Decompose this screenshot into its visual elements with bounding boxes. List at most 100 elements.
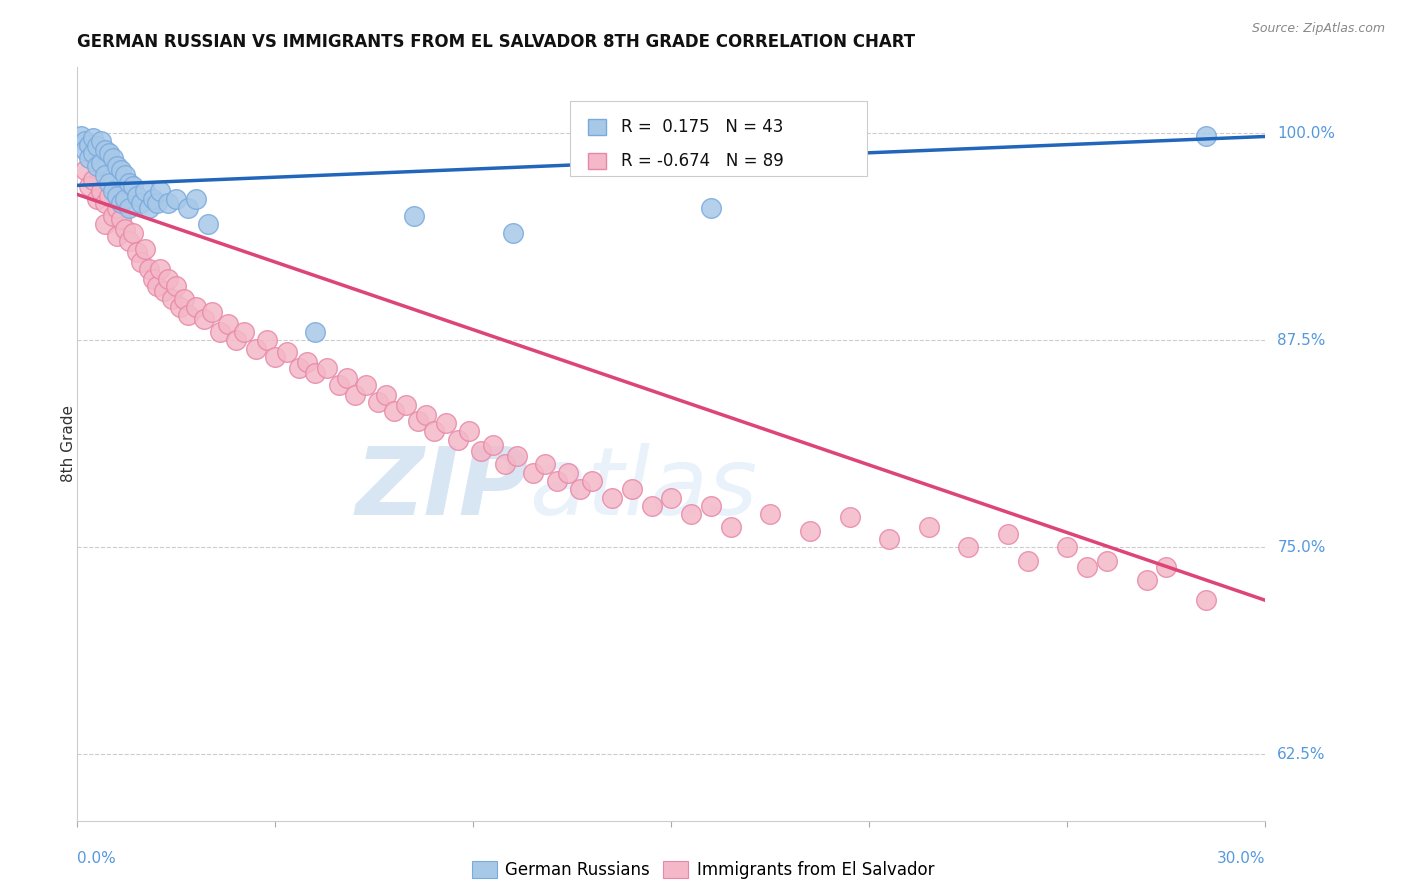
Point [110,162,132,177]
Point [193,311,215,326]
Point [157,272,180,286]
Text: ZIP: ZIP [356,443,529,535]
Point [415,408,437,422]
Point [877,532,900,546]
Point [82,172,104,186]
Point [90,184,112,198]
Point [129,195,152,210]
Point [522,466,544,480]
Point [134,242,156,256]
Point [208,325,231,339]
Point [86,139,108,153]
Point [105,201,128,215]
Point [114,222,136,236]
Point [395,398,418,412]
Point [232,325,254,339]
Point [546,474,568,488]
Point [105,189,128,203]
Point [118,201,141,215]
Point [138,201,160,215]
Point [101,209,124,223]
Legend: German Russians, Immigrants from El Salvador: German Russians, Immigrants from El Salv… [472,861,934,880]
Text: 87.5%: 87.5% [1277,333,1326,348]
Point [382,404,405,418]
Point [121,179,143,194]
Point [86,159,108,173]
Point [506,449,529,463]
Point [1195,593,1218,607]
Point [1076,560,1098,574]
Point [153,284,176,298]
Point [75,162,97,177]
Point [86,193,108,207]
FancyBboxPatch shape [588,153,606,169]
Point [94,217,117,231]
Point [90,135,112,149]
Text: 100.0%: 100.0% [1277,126,1336,141]
Point [134,184,156,198]
Point [121,226,143,240]
Point [661,491,683,505]
Point [434,416,457,430]
FancyBboxPatch shape [588,119,606,136]
Point [186,193,208,207]
Point [177,201,200,215]
Point [256,333,278,347]
Text: 62.5%: 62.5% [1277,747,1326,762]
Point [533,458,555,472]
Point [458,425,481,439]
Point [186,300,208,314]
Point [77,151,100,165]
Point [75,135,97,149]
Point [169,300,191,314]
Point [149,184,172,198]
Point [295,355,318,369]
Point [118,176,141,190]
Point [375,388,398,402]
Point [201,305,224,319]
Text: R =  0.175   N = 43: R = 0.175 N = 43 [621,119,783,136]
Point [304,367,326,381]
Point [225,333,247,347]
Point [264,350,287,364]
Point [162,292,184,306]
Point [640,499,662,513]
Point [1195,129,1218,144]
Point [173,292,195,306]
Point [681,507,703,521]
Point [98,146,121,161]
FancyBboxPatch shape [571,101,868,177]
Point [315,361,337,376]
Point [581,474,603,488]
Point [77,137,100,152]
Text: 75.0%: 75.0% [1277,540,1326,555]
Point [118,234,141,248]
Point [165,193,187,207]
Point [402,209,425,223]
Point [343,388,366,402]
Y-axis label: 8th Grade: 8th Grade [62,405,76,483]
Point [700,499,723,513]
Point [98,176,121,190]
Point [82,131,104,145]
Point [145,278,167,293]
Point [446,433,468,447]
Point [304,325,326,339]
Point [94,168,117,182]
Point [105,228,128,243]
Point [94,143,117,157]
Point [101,151,124,165]
Text: atlas: atlas [529,443,756,534]
Point [217,317,239,331]
Point [82,146,104,161]
Point [157,195,180,210]
Point [142,193,165,207]
Point [90,156,112,170]
Point [569,483,592,497]
Point [177,309,200,323]
Point [356,378,378,392]
Point [470,444,492,458]
Point [918,520,941,534]
Point [138,262,160,277]
Point [70,129,93,144]
